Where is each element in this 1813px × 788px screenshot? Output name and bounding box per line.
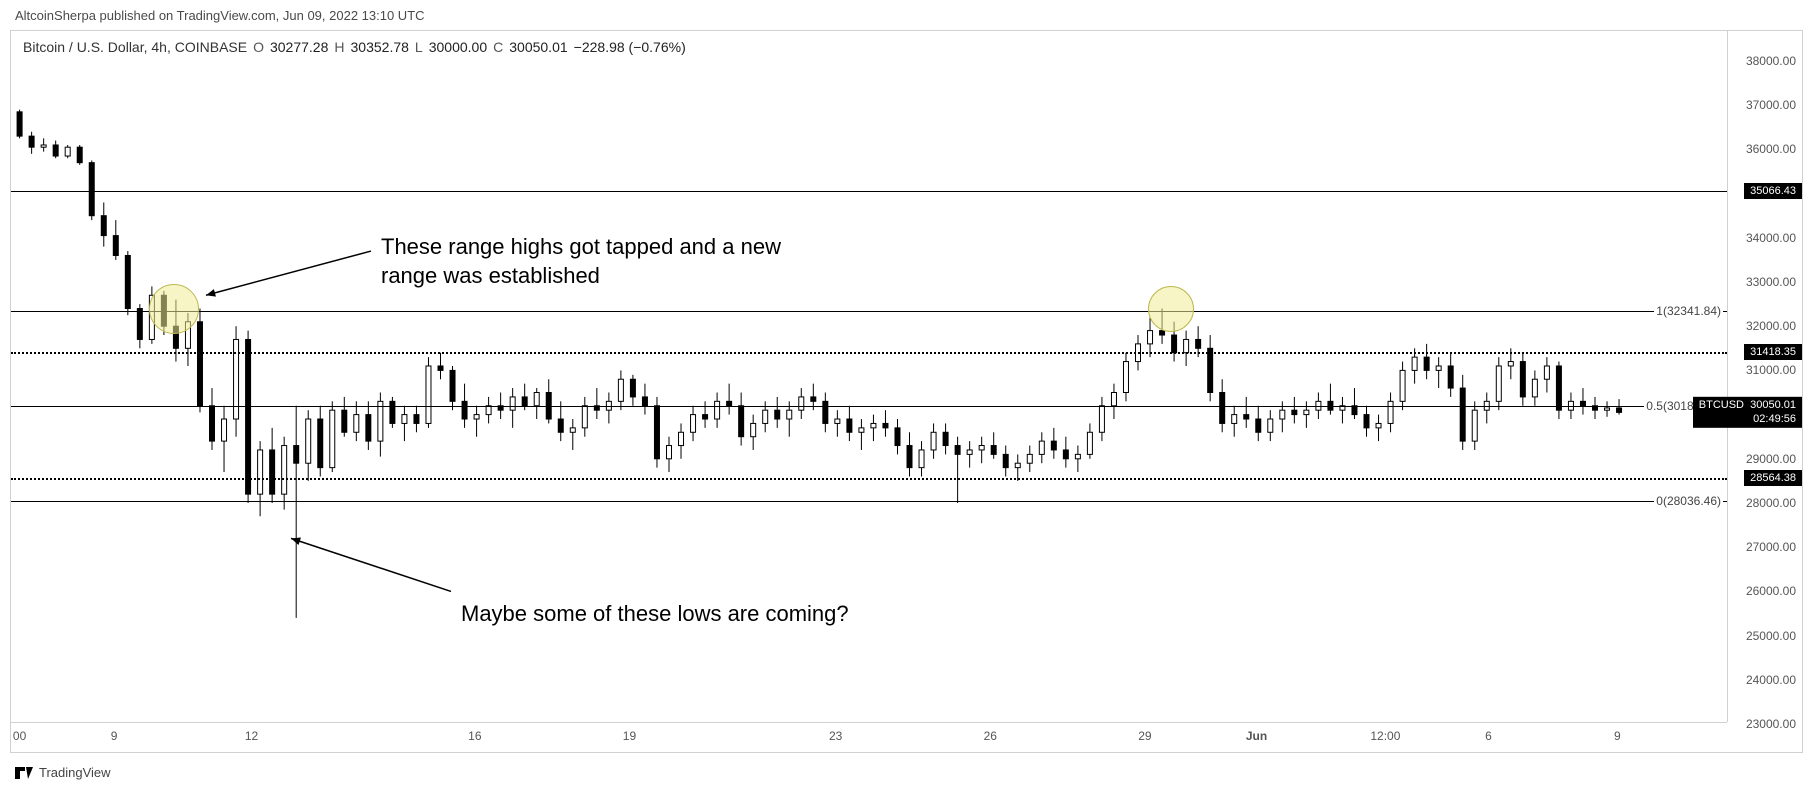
y-tick: 25000.00: [1746, 629, 1796, 643]
current-price-box: BTCUSD 30050.0102:49:56: [1693, 397, 1802, 427]
h-value: 30352.78: [351, 39, 409, 55]
ohlc-bar: Bitcoin / U.S. Dollar, 4h, COINBASE O 302…: [23, 39, 686, 55]
y-tick: 31000.00: [1746, 363, 1796, 377]
x-tick: 26: [984, 729, 997, 743]
price-box: 31418.35: [1744, 344, 1802, 360]
x-tick: 19: [623, 729, 636, 743]
x-axis[interactable]: 00 9 12 16 19 23 26 29 Jun 12:00 6 9: [11, 722, 1727, 752]
annotation-bottom: Maybe some of these lows are coming?: [461, 600, 849, 629]
candles-svg: [11, 61, 1729, 724]
x-tick: 16: [468, 729, 481, 743]
y-axis[interactable]: 23000.0024000.0025000.0026000.0027000.00…: [1727, 31, 1802, 722]
x-tick: Jun: [1246, 729, 1267, 743]
pair-label: Bitcoin / U.S. Dollar, 4h, COINBASE: [23, 39, 247, 55]
x-tick: 9: [111, 729, 118, 743]
chart-container: Bitcoin / U.S. Dollar, 4h, COINBASE O 302…: [10, 30, 1803, 753]
c-label: C: [493, 39, 503, 55]
tradingview-logo-icon: [15, 767, 33, 779]
fib-label: 0(28036.46): [1654, 494, 1723, 508]
l-label: L: [415, 39, 423, 55]
price-box: 35066.43: [1744, 183, 1802, 199]
footer-brand: TradingView: [39, 765, 111, 780]
horizontal-line: [11, 406, 1727, 407]
highlight-circle: [1148, 286, 1194, 332]
h-label: H: [334, 39, 344, 55]
y-tick: 33000.00: [1746, 275, 1796, 289]
y-tick: 24000.00: [1746, 673, 1796, 687]
o-value: 30277.28: [270, 39, 328, 55]
x-tick: 9: [1614, 729, 1621, 743]
plot-area[interactable]: 1(32341.84)0.5(30189.15)0(28036.46)These…: [11, 61, 1727, 722]
y-tick: 34000.00: [1746, 231, 1796, 245]
l-value: 30000.00: [429, 39, 487, 55]
y-tick: 27000.00: [1746, 540, 1796, 554]
annotation-top: These range highs got tapped and a newra…: [381, 233, 781, 290]
horizontal-line: [11, 311, 1727, 312]
horizontal-line: [11, 501, 1727, 502]
horizontal-line: [11, 191, 1727, 192]
o-label: O: [253, 39, 264, 55]
publish-header: AltcoinSherpa published on TradingView.c…: [0, 0, 1813, 31]
change-value: −228.98 (−0.76%): [574, 39, 686, 55]
x-tick: 12: [245, 729, 258, 743]
y-tick: 26000.00: [1746, 584, 1796, 598]
fib-label: 1(32341.84): [1654, 304, 1723, 318]
y-tick: 37000.00: [1746, 98, 1796, 112]
y-tick: 32000.00: [1746, 319, 1796, 333]
y-tick: 23000.00: [1746, 717, 1796, 731]
y-tick: 38000.00: [1746, 54, 1796, 68]
highlight-circle: [149, 284, 199, 334]
x-tick: 12:00: [1370, 729, 1400, 743]
x-tick: 23: [829, 729, 842, 743]
footer: TradingView: [15, 765, 111, 780]
y-tick: 36000.00: [1746, 142, 1796, 156]
c-value: 30050.01: [509, 39, 567, 55]
price-box: 28564.38: [1744, 470, 1802, 486]
y-tick: 28000.00: [1746, 496, 1796, 510]
y-tick: 29000.00: [1746, 452, 1796, 466]
x-tick: 6: [1485, 729, 1492, 743]
horizontal-line: [11, 478, 1727, 480]
x-tick: 00: [13, 729, 26, 743]
horizontal-line: [11, 352, 1727, 354]
x-tick: 29: [1138, 729, 1151, 743]
